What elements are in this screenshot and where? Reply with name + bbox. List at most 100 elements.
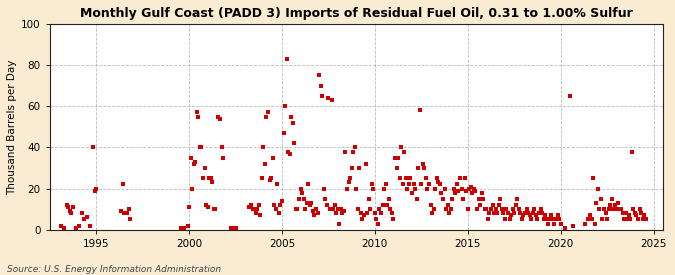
Point <box>419 166 430 170</box>
Point <box>348 149 358 154</box>
Point <box>247 207 258 211</box>
Point <box>82 215 92 220</box>
Point <box>552 213 563 218</box>
Point <box>373 221 383 226</box>
Point <box>549 221 560 226</box>
Point <box>376 211 387 216</box>
Point <box>250 211 261 216</box>
Point <box>185 156 196 160</box>
Point <box>193 114 204 119</box>
Point <box>398 182 408 187</box>
Point <box>317 94 327 98</box>
Point <box>65 209 76 213</box>
Point <box>597 217 608 222</box>
Point <box>600 211 611 216</box>
Point <box>447 197 458 201</box>
Point <box>477 191 487 195</box>
Point <box>510 203 521 207</box>
Point <box>641 217 651 222</box>
Point <box>300 207 310 211</box>
Point <box>210 207 221 211</box>
Point <box>323 96 334 100</box>
Point <box>326 98 337 102</box>
Point <box>360 162 371 166</box>
Point <box>610 203 620 207</box>
Point <box>521 207 532 211</box>
Point <box>622 217 632 222</box>
Point <box>230 226 241 230</box>
Point <box>338 209 349 213</box>
Point <box>543 221 554 226</box>
Point <box>564 94 575 98</box>
Point <box>481 207 491 211</box>
Point <box>229 226 240 230</box>
Point <box>435 182 446 187</box>
Point <box>89 188 100 193</box>
Point <box>504 217 515 222</box>
Point <box>614 207 625 211</box>
Point <box>527 211 538 216</box>
Point <box>334 221 345 226</box>
Point <box>631 213 642 218</box>
Point <box>526 217 537 222</box>
Point <box>495 197 506 201</box>
Text: Source: U.S. Energy Information Administration: Source: U.S. Energy Information Administ… <box>7 265 221 274</box>
Point <box>358 213 369 218</box>
Point <box>448 186 459 191</box>
Point <box>431 176 442 180</box>
Point <box>402 186 413 191</box>
Point <box>325 207 335 211</box>
Point <box>433 180 443 185</box>
Point <box>585 213 595 218</box>
Point <box>298 197 309 201</box>
Point <box>383 197 394 201</box>
Point <box>628 207 639 211</box>
Point <box>277 199 288 203</box>
Point <box>117 182 128 187</box>
Point <box>255 213 266 218</box>
Point <box>617 211 628 216</box>
Point <box>184 205 194 209</box>
Point <box>357 217 368 222</box>
Point <box>456 186 467 191</box>
Point <box>369 211 380 216</box>
Point <box>626 149 637 154</box>
Point <box>540 213 551 218</box>
Point <box>385 207 396 211</box>
Point <box>264 178 275 183</box>
Point <box>639 213 649 218</box>
Point <box>371 217 382 222</box>
Point <box>591 201 601 205</box>
Point <box>509 211 520 216</box>
Point <box>374 207 385 211</box>
Point <box>252 207 263 211</box>
Point <box>278 131 289 135</box>
Point <box>414 108 425 112</box>
Point <box>377 203 388 207</box>
Point <box>599 207 610 211</box>
Point <box>329 203 340 207</box>
Point <box>84 224 95 228</box>
Point <box>363 197 374 201</box>
Point <box>490 207 501 211</box>
Point <box>308 209 319 213</box>
Point <box>119 211 130 216</box>
Point <box>275 203 286 207</box>
Point <box>439 186 450 191</box>
Point <box>332 207 343 211</box>
Point <box>616 207 626 211</box>
Point <box>356 211 367 216</box>
Point <box>413 166 424 170</box>
Point <box>352 207 363 211</box>
Point <box>422 186 433 191</box>
Point <box>71 226 82 230</box>
Point <box>61 203 72 207</box>
Point <box>346 166 357 170</box>
Point <box>475 203 485 207</box>
Point <box>55 224 66 228</box>
Point <box>190 160 200 164</box>
Point <box>593 186 603 191</box>
Point <box>380 182 391 187</box>
Point <box>467 191 478 195</box>
Point <box>454 176 465 180</box>
